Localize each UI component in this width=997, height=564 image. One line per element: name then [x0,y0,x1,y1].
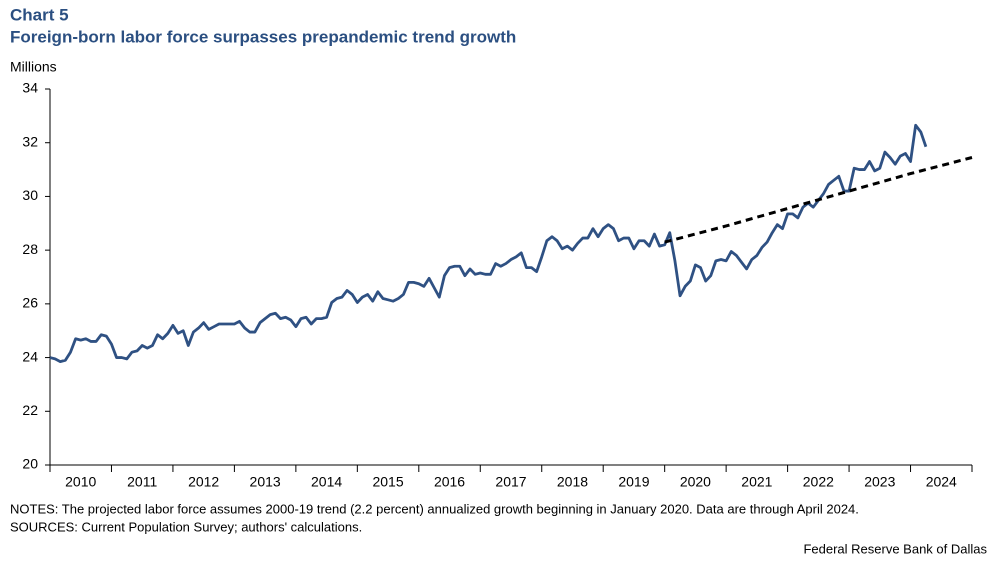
x-tick-label: 2021 [741,474,772,490]
chart-subtitle: Foreign-born labor force surpasses prepa… [10,27,516,46]
x-tick-label: 2011 [127,474,157,490]
y-axis-label: Millions [10,59,57,75]
x-tick-label: 2013 [250,474,281,490]
data-line [49,123,928,363]
x-tick-label: 2010 [65,474,96,490]
x-tick-label: 2019 [618,474,649,490]
credit: Federal Reserve Bank of Dallas [803,541,987,556]
notes: NOTES: The projected labor force assumes… [10,501,859,516]
trend-line [664,156,973,244]
x-tick-label: 2016 [434,474,465,490]
y-tick-label: 20 [22,456,38,472]
x-tick-label: 2020 [680,474,711,490]
x-tick-label: 2012 [188,474,219,490]
y-tick-label: 22 [22,402,38,418]
x-tick-label: 2014 [311,474,342,490]
x-tick-label: 2023 [864,474,895,490]
y-tick-label: 32 [22,133,38,149]
y-tick-label: 30 [22,187,38,203]
x-tick-label: 2015 [372,474,403,490]
chart-title: Chart 5 [10,5,69,24]
y-tick-label: 26 [22,295,38,311]
sources: SOURCES: Current Population Survey; auth… [10,519,362,534]
x-tick-label: 2018 [557,474,588,490]
y-tick-label: 24 [22,348,38,364]
x-tick-label: 2017 [495,474,526,490]
x-tick-label: 2022 [803,474,834,490]
y-tick-label: 34 [22,80,38,96]
x-tick-label: 2024 [926,474,957,490]
y-tick-label: 28 [22,241,38,257]
